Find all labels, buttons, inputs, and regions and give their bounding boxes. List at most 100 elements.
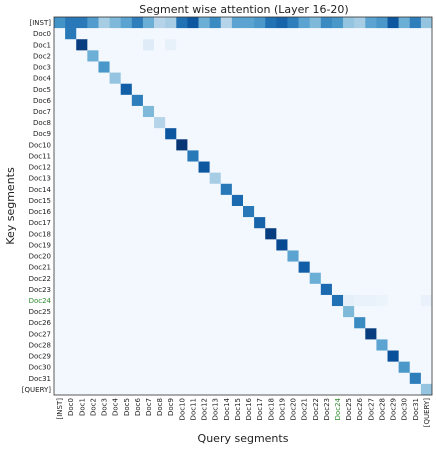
heatmap-cell bbox=[354, 61, 366, 73]
heatmap-cell bbox=[398, 361, 411, 374]
heatmap-cell bbox=[398, 194, 411, 207]
heatmap-cell bbox=[142, 206, 155, 218]
heatmap-cell bbox=[254, 139, 266, 151]
heatmap-cell bbox=[98, 72, 110, 85]
heatmap-cell bbox=[142, 72, 155, 85]
heatmap-cell bbox=[420, 194, 433, 207]
heatmap-cell bbox=[243, 128, 255, 140]
heatmap-cell bbox=[231, 39, 244, 51]
heatmap-cell bbox=[298, 139, 311, 151]
heatmap-cell bbox=[54, 28, 66, 40]
heatmap-cell bbox=[409, 61, 422, 73]
heatmap-cell bbox=[209, 239, 222, 251]
heatmap-cell bbox=[243, 83, 255, 96]
heatmap-cell bbox=[54, 94, 66, 107]
y-tick-label: Doc31 bbox=[29, 375, 51, 383]
heatmap-cell bbox=[109, 172, 122, 185]
heatmap-cell bbox=[209, 150, 222, 162]
heatmap-cell bbox=[220, 217, 233, 229]
heatmap-cell bbox=[220, 161, 233, 173]
heatmap-cell bbox=[142, 350, 155, 362]
heatmap-cell bbox=[320, 117, 333, 129]
heatmap-cell bbox=[98, 194, 110, 207]
heatmap-cell bbox=[254, 283, 266, 296]
heatmap-cell bbox=[365, 228, 377, 240]
heatmap-cell bbox=[142, 28, 155, 40]
heatmap-cell bbox=[376, 228, 388, 240]
heatmap-cell bbox=[398, 306, 411, 318]
heatmap-cell bbox=[387, 239, 399, 251]
heatmap-cell bbox=[420, 83, 433, 96]
heatmap-cell bbox=[376, 172, 388, 185]
heatmap-cell bbox=[154, 261, 166, 274]
y-tick-label: Doc2 bbox=[33, 52, 51, 60]
heatmap-cell bbox=[220, 83, 233, 96]
heatmap-cell bbox=[398, 61, 411, 73]
heatmap-cell bbox=[276, 72, 288, 85]
heatmap-cell bbox=[187, 217, 199, 229]
heatmap-cell bbox=[320, 361, 333, 374]
heatmap-cell bbox=[409, 350, 422, 362]
y-tick-label: [QUERY] bbox=[22, 386, 51, 394]
heatmap-cell bbox=[176, 228, 188, 240]
heatmap-cell bbox=[298, 94, 311, 107]
heatmap-cell bbox=[231, 317, 244, 329]
heatmap-cell bbox=[420, 306, 433, 318]
heatmap-cell bbox=[209, 39, 222, 51]
heatmap-cell bbox=[309, 161, 322, 173]
heatmap-cell bbox=[343, 272, 355, 285]
heatmap-cell bbox=[65, 161, 77, 173]
heatmap-cell bbox=[65, 317, 77, 329]
heatmap-cell bbox=[198, 250, 210, 262]
heatmap-cell bbox=[409, 206, 422, 218]
heatmap-cell bbox=[98, 17, 110, 29]
heatmap-cell bbox=[176, 350, 188, 362]
heatmap-cell bbox=[109, 206, 122, 218]
heatmap-cell bbox=[331, 83, 344, 96]
heatmap-cell bbox=[254, 28, 266, 40]
heatmap-cell bbox=[98, 172, 110, 185]
heatmap-cell bbox=[309, 172, 322, 185]
x-tick-label: Doc6 bbox=[134, 397, 142, 416]
heatmap-cell bbox=[409, 261, 422, 274]
heatmap-cell bbox=[165, 139, 177, 151]
heatmap-cell bbox=[265, 61, 277, 73]
heatmap-cell bbox=[398, 139, 411, 151]
heatmap-cell bbox=[65, 228, 77, 240]
heatmap-cell bbox=[420, 128, 433, 140]
heatmap-cell bbox=[420, 350, 433, 362]
heatmap-cell bbox=[298, 28, 311, 40]
heatmap-cell bbox=[76, 294, 88, 307]
heatmap-cell bbox=[209, 350, 222, 362]
heatmap-cell bbox=[287, 39, 299, 51]
heatmap-cell bbox=[254, 228, 266, 240]
heatmap-cell bbox=[398, 161, 411, 173]
heatmap-cell bbox=[343, 194, 355, 207]
x-tick-label: Doc15 bbox=[234, 398, 242, 420]
heatmap-cell bbox=[354, 50, 366, 62]
heatmap-cell bbox=[276, 317, 288, 329]
heatmap-cell bbox=[198, 139, 210, 151]
heatmap-cell bbox=[320, 294, 333, 307]
heatmap-cell bbox=[220, 150, 233, 162]
heatmap-cell bbox=[98, 150, 110, 162]
heatmap-cell bbox=[276, 50, 288, 62]
heatmap-cell bbox=[176, 372, 188, 385]
heatmap-cell bbox=[109, 372, 122, 385]
heatmap-cell bbox=[120, 161, 133, 173]
heatmap-cell bbox=[254, 50, 266, 62]
heatmap-cell bbox=[54, 150, 66, 162]
heatmap-cell bbox=[298, 317, 311, 329]
heatmap-cell bbox=[165, 128, 177, 140]
x-tick-label: Doc4 bbox=[112, 397, 120, 416]
heatmap-cell bbox=[265, 294, 277, 307]
heatmap-cell bbox=[243, 217, 255, 229]
x-tick-label: Doc23 bbox=[323, 398, 331, 420]
heatmap-cell bbox=[343, 150, 355, 162]
heatmap-cell bbox=[309, 61, 322, 73]
heatmap-cell bbox=[109, 161, 122, 173]
heatmap-cell bbox=[331, 294, 344, 307]
heatmap-cell bbox=[76, 272, 88, 285]
x-tick-label: Doc14 bbox=[223, 397, 231, 420]
heatmap-cell bbox=[254, 39, 266, 51]
